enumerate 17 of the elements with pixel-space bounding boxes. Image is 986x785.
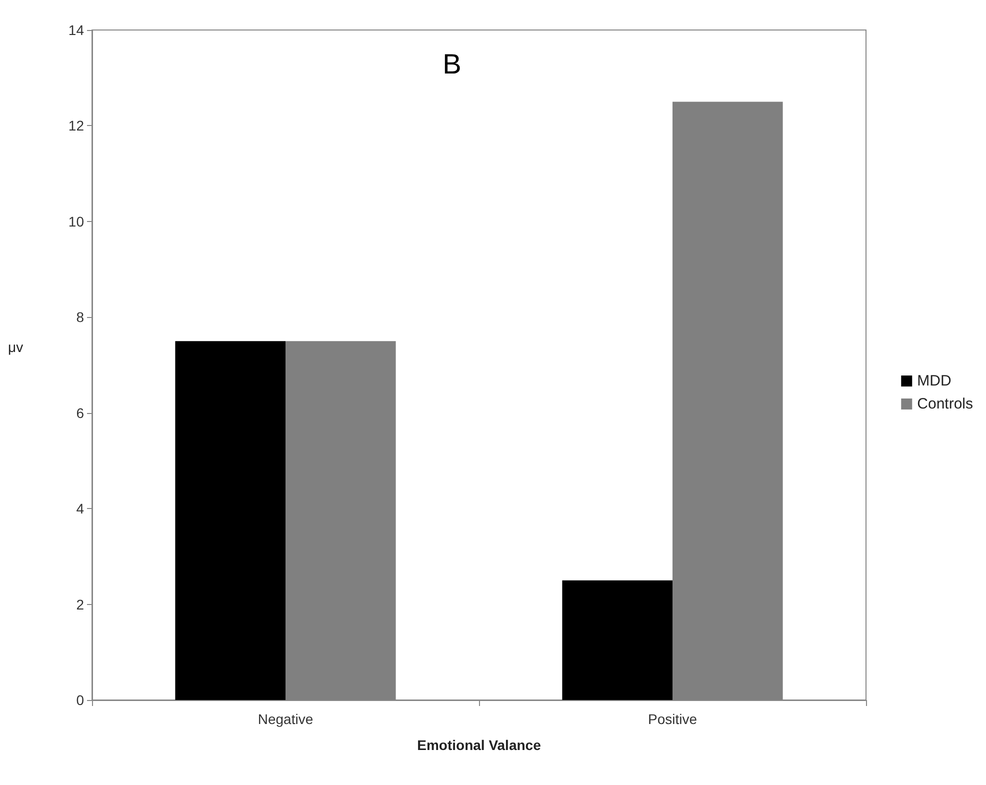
x-axis-title: Emotional Valance: [417, 737, 542, 753]
bar: [175, 341, 286, 700]
x-tick-label: Positive: [648, 711, 698, 727]
y-tick-label: 4: [76, 500, 84, 517]
y-tick-label: 12: [68, 118, 84, 134]
y-tick-label: 10: [68, 213, 84, 230]
y-tick-label: 0: [76, 692, 84, 708]
y-tick-label: 6: [76, 404, 84, 421]
x-tick-label: Negative: [258, 711, 314, 727]
y-axis-title: μv: [8, 339, 24, 355]
text: B: [442, 48, 462, 80]
y-tick-label: 14: [68, 22, 84, 38]
y-tick-label: 8: [76, 309, 84, 326]
bar: [562, 580, 672, 700]
legend-label: MDD: [917, 372, 952, 390]
y-tick-label: 2: [76, 596, 84, 612]
legend-label: Controls: [917, 396, 974, 412]
